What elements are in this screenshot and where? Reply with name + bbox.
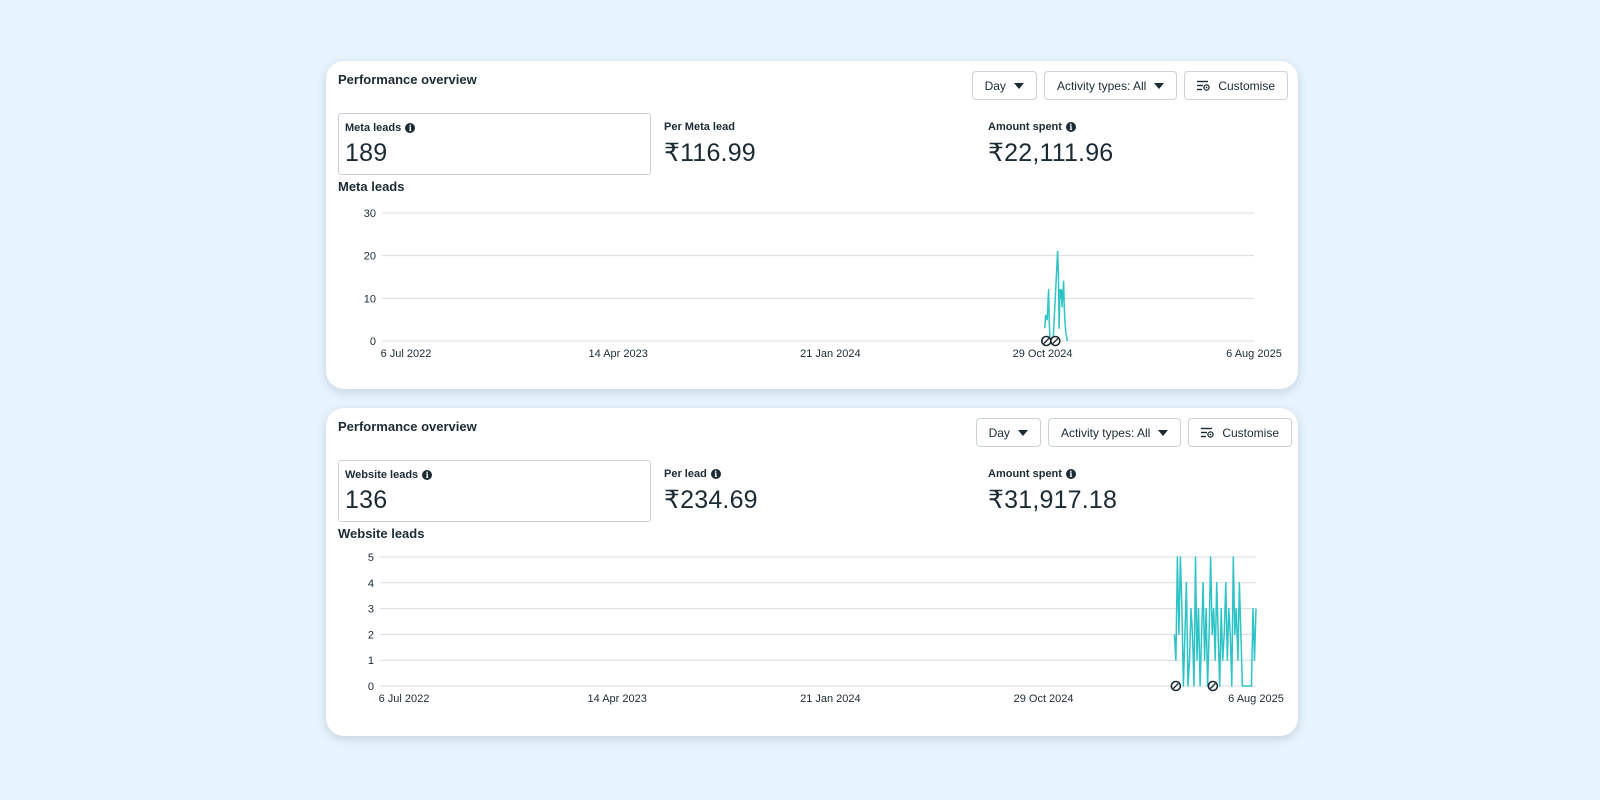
period-dropdown[interactable]: Day [971, 71, 1037, 100]
card-title: Performance overview [338, 419, 477, 434]
info-icon[interactable]: i [710, 469, 721, 479]
metric-label-row: Per Meta lead [664, 120, 952, 134]
toolbar: Day Activity types: All Customise [971, 71, 1288, 100]
meta-leads-chart: 0 10 20 30 6 Jul 2022 14 Apr 2023 21 Jan 2024 2… [364, 208, 1282, 360]
metric-value: ₹234.69 [664, 486, 758, 514]
metric-label: Meta leads [345, 122, 402, 134]
period-label: Day [984, 78, 1006, 93]
metric-label: Amount spent [988, 468, 1062, 480]
metric-value: ₹31,917.18 [988, 486, 1118, 514]
y-tick-label: 0 [370, 336, 376, 348]
x-tick-label: 29 Oct 2024 [1014, 693, 1074, 705]
metric-value: 189 [345, 139, 388, 167]
annotation-marker-icon[interactable] [1041, 335, 1052, 347]
metric-meta-leads[interactable]: Meta leads i 189 [338, 113, 651, 175]
customise-icon [1201, 427, 1215, 438]
metric-label-row: Amount spent i [988, 120, 1276, 134]
caret-down-icon [1013, 82, 1024, 89]
chart-title: Meta leads [338, 179, 405, 194]
series-line[interactable] [1044, 250, 1069, 342]
metric-label-row: Website leads i [345, 468, 644, 482]
metric-value: ₹116.99 [664, 139, 756, 167]
annotation-marker-icon[interactable] [1170, 680, 1182, 692]
metric-label-row: Amount spent i [988, 467, 1276, 481]
metric-label-row: Per lead i [664, 467, 952, 481]
info-icon[interactable]: i [405, 123, 416, 133]
customise-label: Customise [1218, 78, 1275, 93]
metric-label-row: Meta leads i [345, 121, 644, 135]
metric-amount-spent[interactable]: Amount spent i ₹31,917.18 [982, 460, 1282, 522]
y-tick-label: 0 [368, 681, 374, 693]
info-icon[interactable]: i [1065, 469, 1076, 479]
customise-button[interactable]: Customise [1184, 71, 1288, 100]
metric-value: ₹22,111.96 [988, 139, 1114, 167]
customise-label: Customise [1222, 425, 1279, 440]
annotation-marker-icon[interactable] [1207, 680, 1219, 692]
period-dropdown[interactable]: Day [975, 418, 1041, 447]
performance-overview-card-meta: Performance overview Day Activity types:… [326, 61, 1298, 389]
y-tick-label: 20 [364, 251, 376, 263]
activity-types-dropdown[interactable]: Activity types: All [1043, 71, 1178, 100]
caret-down-icon [1158, 429, 1169, 436]
activity-label: Activity types: All [1060, 425, 1151, 440]
caret-down-icon [1154, 82, 1165, 89]
toolbar: Day Activity types: All Customise [975, 418, 1292, 447]
metric-per-lead[interactable]: Per lead i ₹234.69 [658, 460, 958, 522]
series-line[interactable] [1173, 556, 1257, 687]
x-tick-label: 6 Jul 2022 [381, 348, 432, 360]
x-tick-label: 14 Apr 2023 [588, 693, 647, 705]
x-tick-label: 6 Aug 2025 [1228, 693, 1284, 705]
performance-overview-card-website: Performance overview Day Activity types:… [326, 408, 1298, 736]
info-icon[interactable]: i [422, 470, 433, 480]
metric-label: Per lead [664, 468, 707, 480]
y-tick-label: 3 [368, 604, 374, 616]
metric-website-leads[interactable]: Website leads i 136 [338, 460, 651, 522]
x-tick-label: 29 Oct 2024 [1013, 348, 1073, 360]
activity-label: Activity types: All [1056, 78, 1147, 93]
card-title: Performance overview [338, 72, 477, 87]
website-leads-chart: 0 1 2 3 4 5 6 Jul 2022 14 Apr 2023 21 Jan 2024 29… [368, 552, 1284, 705]
metric-value: 136 [345, 486, 388, 514]
x-tick-label: 21 Jan 2024 [800, 348, 861, 360]
customise-button[interactable]: Customise [1188, 418, 1292, 447]
metric-label: Amount spent [988, 121, 1062, 133]
metric-label: Per Meta lead [664, 121, 735, 133]
activity-types-dropdown[interactable]: Activity types: All [1047, 418, 1182, 447]
y-tick-label: 4 [368, 578, 374, 590]
info-icon[interactable]: i [1065, 122, 1076, 132]
customise-icon [1197, 80, 1211, 91]
metric-label: Website leads [345, 469, 419, 481]
chart-title: Website leads [338, 526, 425, 541]
y-tick-label: 30 [364, 208, 376, 220]
x-tick-label: 6 Aug 2025 [1226, 348, 1282, 360]
y-tick-label: 1 [368, 655, 374, 667]
annotation-marker-icon[interactable] [1050, 335, 1061, 347]
caret-down-icon [1017, 429, 1028, 436]
y-tick-label: 10 [364, 293, 376, 305]
y-tick-label: 5 [368, 552, 374, 564]
metric-amount-spent[interactable]: Amount spent i ₹22,111.96 [982, 113, 1282, 175]
x-tick-label: 6 Jul 2022 [379, 693, 430, 705]
metric-per-meta-lead[interactable]: Per Meta lead ₹116.99 [658, 113, 958, 175]
y-tick-label: 2 [368, 629, 374, 641]
x-tick-label: 21 Jan 2024 [800, 693, 861, 705]
x-tick-label: 14 Apr 2023 [589, 348, 648, 360]
period-label: Day [988, 425, 1010, 440]
